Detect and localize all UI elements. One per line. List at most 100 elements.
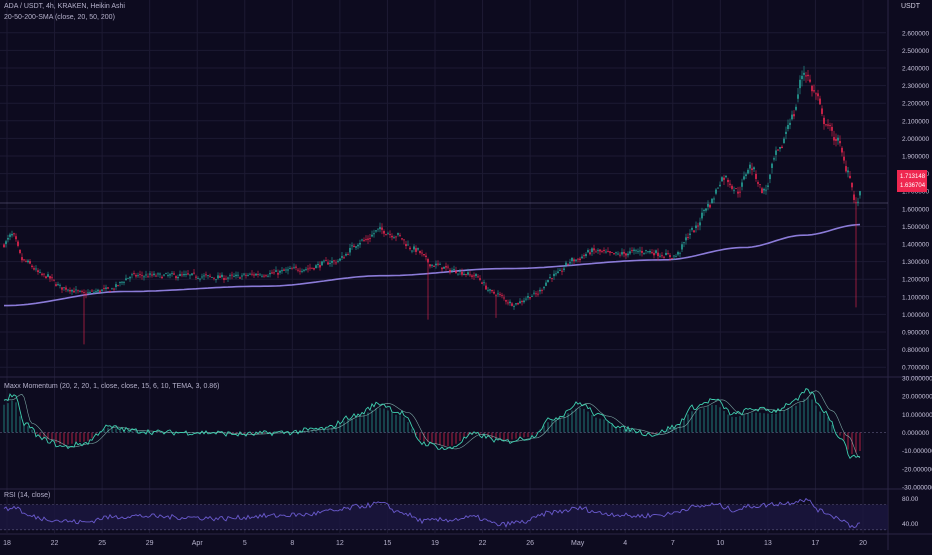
price-tick-label: 1.000000 [902,312,929,319]
candle-body [475,274,477,277]
candle-body [835,139,837,141]
candle-body [647,251,649,253]
candle-body [177,277,179,279]
candle-body [263,275,265,277]
candle-body [645,249,647,251]
candle-body [241,275,243,277]
candle-body [637,251,639,253]
candle-body [509,301,511,304]
candle-body [429,264,431,267]
candle-body [401,238,403,240]
candle-body [391,235,393,238]
candle-body [265,275,267,277]
candle-body [545,282,547,286]
candle-body [211,277,213,278]
candle-body [181,274,183,276]
candle-body [97,289,99,292]
x-tick-label: 17 [812,540,820,547]
candle-body [845,166,847,172]
candle-body [701,212,703,219]
candle-body [491,290,493,292]
candle-body [577,258,579,260]
candle-body [739,191,741,193]
candle-body [103,288,105,289]
candle-body [215,279,217,281]
momentum-legend[interactable]: Maxx Momentum (20, 2, 20, 1, close, clos… [4,383,220,390]
candle-body [819,98,821,105]
candle-body [229,275,231,277]
candle-body [201,276,203,278]
candle-body [507,302,509,304]
x-tick-label: 19 [431,540,439,547]
candle-body [169,274,171,276]
candle-body [799,79,801,89]
candle-body [663,256,665,258]
candle-body [459,270,461,272]
candle-body [57,284,59,286]
candle-body [237,274,239,276]
candle-body [627,253,629,256]
candle-body [673,255,675,257]
candle-body [73,290,75,293]
candle-body [9,234,11,237]
x-tick-label: 13 [764,540,772,547]
candle-body [5,241,7,245]
candle-body [539,289,541,292]
price-tick-label: 1.500000 [902,224,929,231]
candle-body [775,150,777,155]
candle-body [377,228,379,230]
candle-body [631,250,633,252]
rsi-tick-label: 80.00 [902,496,919,503]
candle-body [481,282,483,284]
candle-body [179,274,181,277]
candle-body [153,273,155,276]
candle-body [323,260,325,262]
price-tick-label: 2.000000 [902,136,929,143]
symbol-legend[interactable]: ADA / USDT, 4h, KRAKEN, Heikin Ashi [4,3,125,10]
momentum-tick-label: 10.000000 [902,412,932,419]
candle-body [77,290,79,292]
candle-body [193,272,195,274]
candle-body [339,258,341,261]
candle-body [395,236,397,238]
candle-body [521,301,523,303]
candle-body [405,244,407,247]
candle-body [67,289,69,291]
candle-body [665,252,667,256]
candle-body [99,290,101,293]
candle-body [457,273,459,275]
candle-body [317,264,319,266]
candle-body [463,273,465,275]
candle-body [385,234,387,235]
candle-body [375,230,377,232]
candle-body [855,202,857,204]
candle-body [583,255,585,257]
candle-body [351,245,353,247]
candle-body [833,137,835,141]
candle-body [75,289,77,291]
candle-body [511,303,513,306]
candle-body [691,228,693,230]
sma-legend[interactable]: 20-50-200-SMA (close, 20, 50, 200) [4,14,115,21]
candle-body [469,274,471,276]
candle-body [641,250,643,253]
candle-body [699,222,701,226]
rsi-legend[interactable]: RSI (14, close) [4,492,51,499]
candle-body [319,265,321,268]
candle-body [17,241,19,246]
candle-body [439,263,441,265]
candle-body [291,268,293,270]
candle-body [451,270,453,272]
candle-body [751,168,753,171]
candle-body [567,263,569,265]
candle-body [197,278,199,279]
candle-body [789,122,791,125]
candle-body [221,274,223,277]
candle-body [759,184,761,186]
candle-body [527,296,529,298]
x-tick-label: Apr [192,540,204,547]
candle-body [151,274,153,276]
candle-body [825,124,827,126]
candle-body [501,295,503,296]
